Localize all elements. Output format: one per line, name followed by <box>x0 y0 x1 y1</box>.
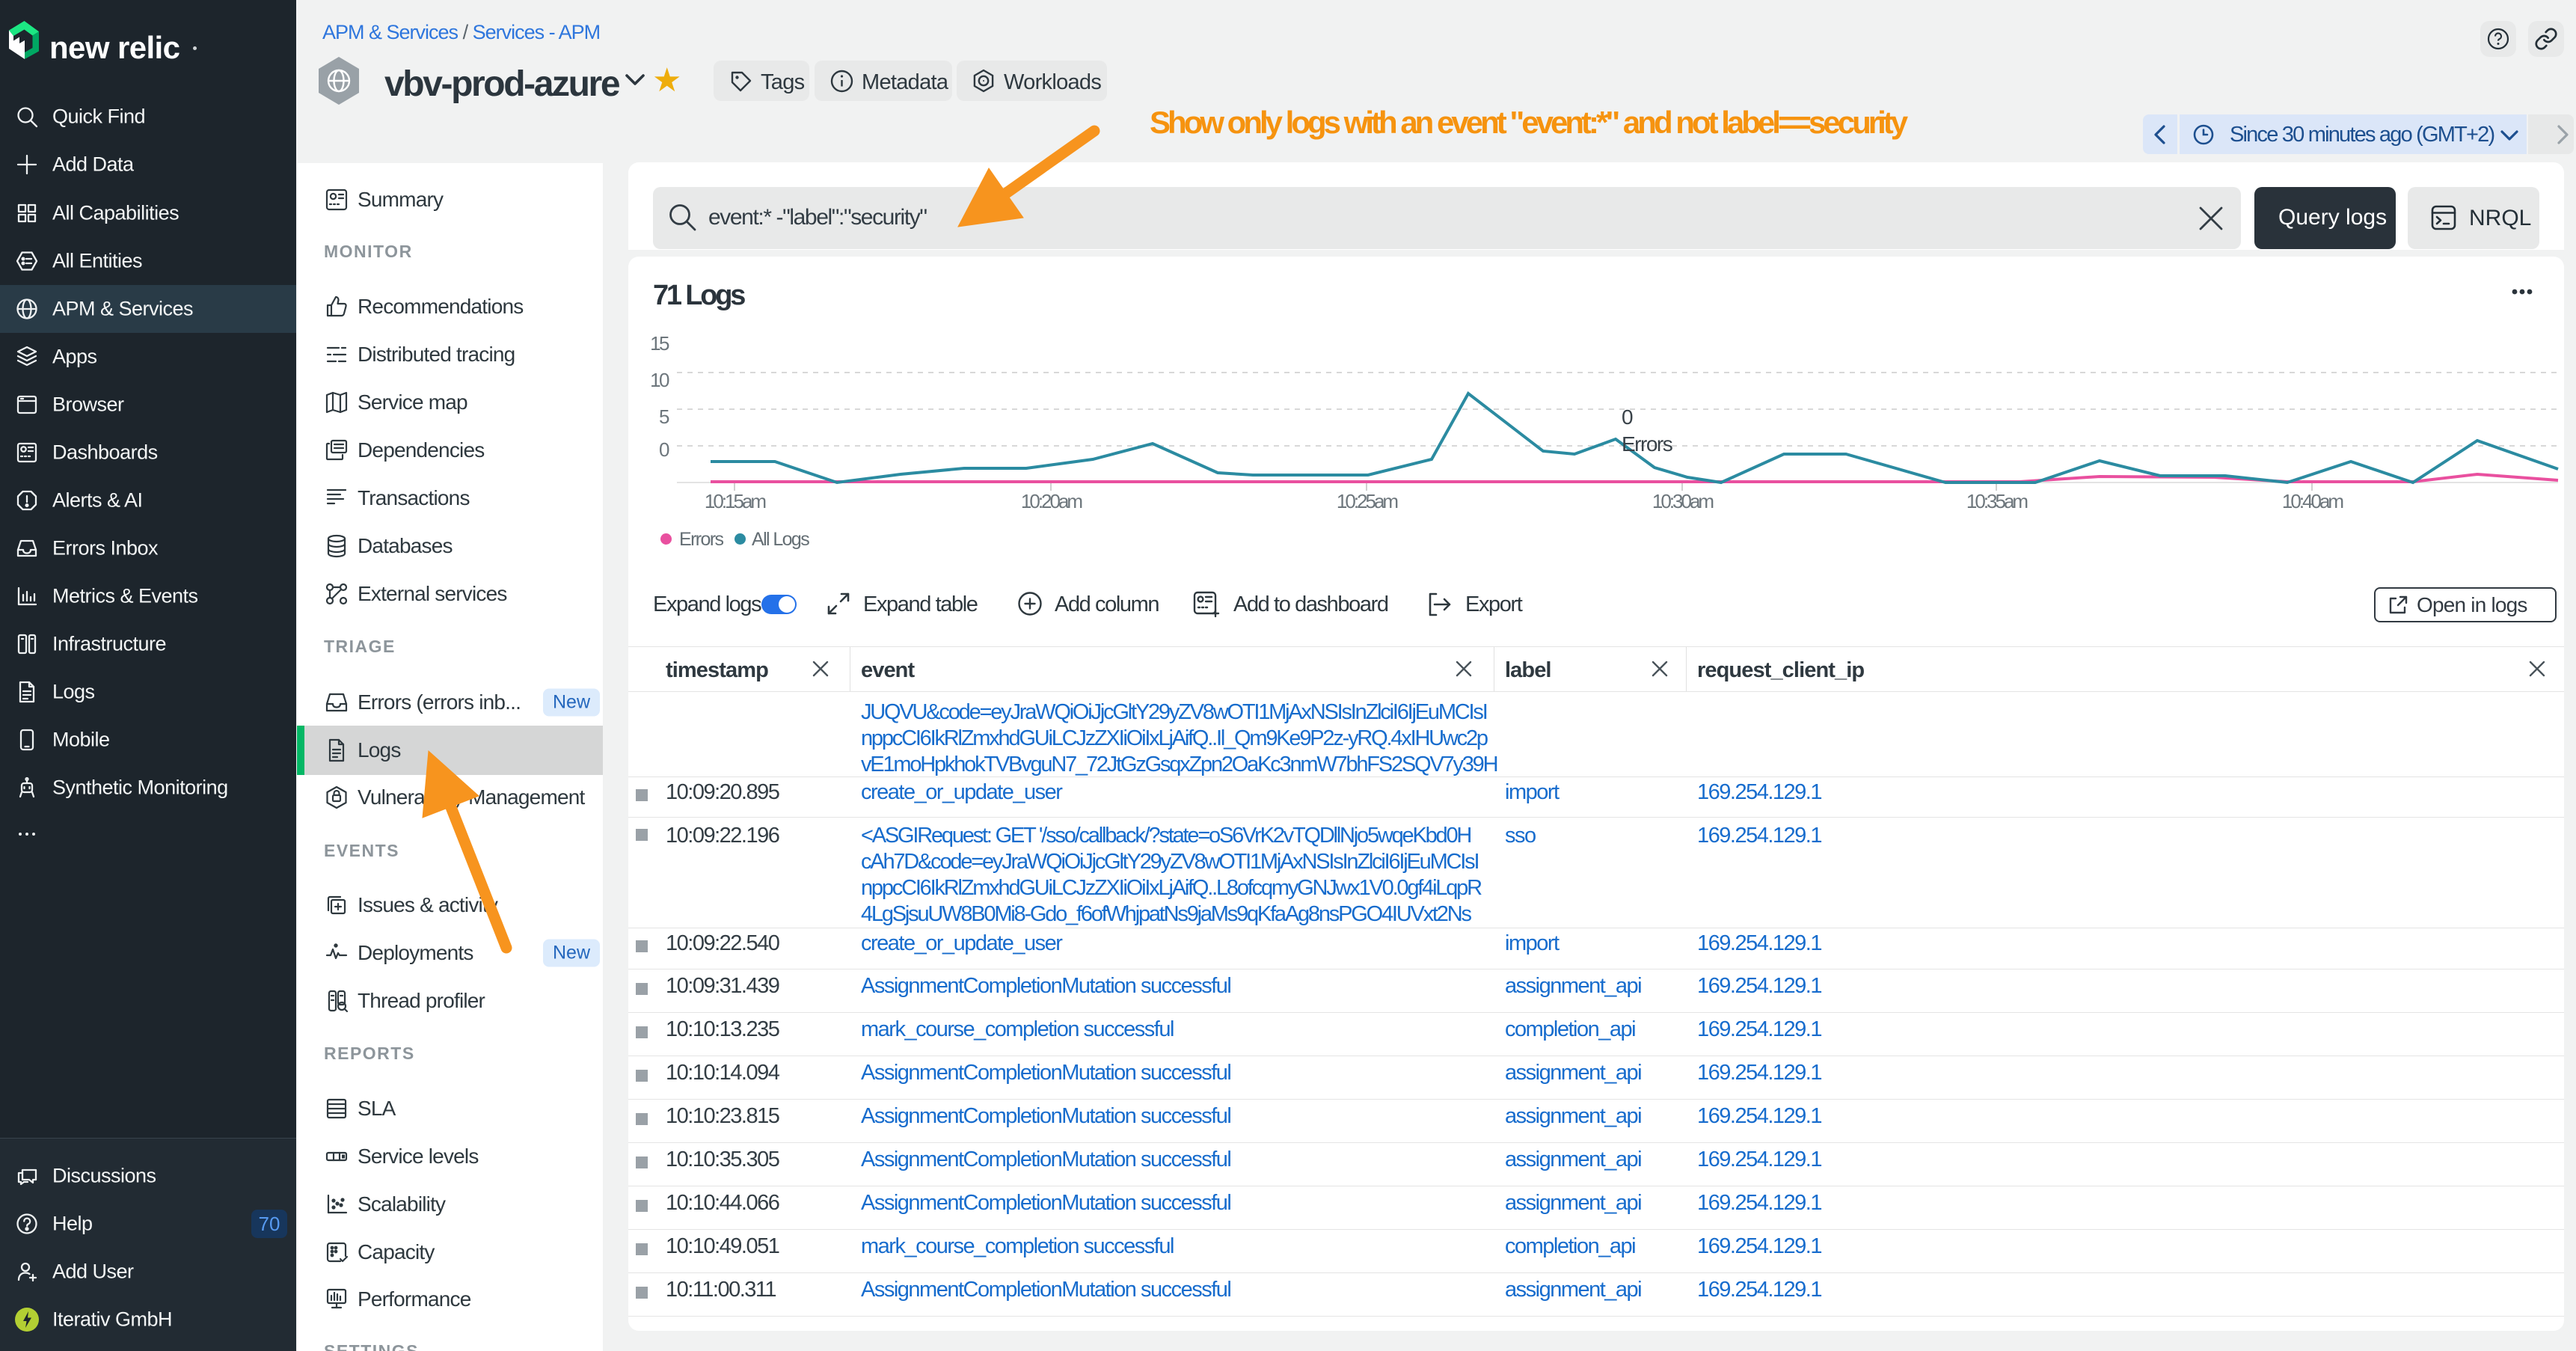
svg-text:10:25am: 10:25am <box>1337 490 1398 512</box>
svg-text:5: 5 <box>659 405 669 428</box>
svg-text:0: 0 <box>1622 405 1633 429</box>
svg-text:Show only logs with an event ": Show only logs with an event "event:*" a… <box>1150 105 1909 140</box>
svg-text:10:30am: 10:30am <box>1652 490 1714 512</box>
svg-text:10:15am: 10:15am <box>705 490 766 512</box>
svg-text:0: 0 <box>659 438 669 461</box>
svg-text:10:40am: 10:40am <box>2282 490 2343 512</box>
svg-text:15: 15 <box>650 332 669 355</box>
svg-text:10: 10 <box>650 369 669 391</box>
svg-text:10:35am: 10:35am <box>1966 490 2028 512</box>
svg-text:10:20am: 10:20am <box>1021 490 1082 512</box>
svg-text:Errors: Errors <box>1622 432 1672 456</box>
